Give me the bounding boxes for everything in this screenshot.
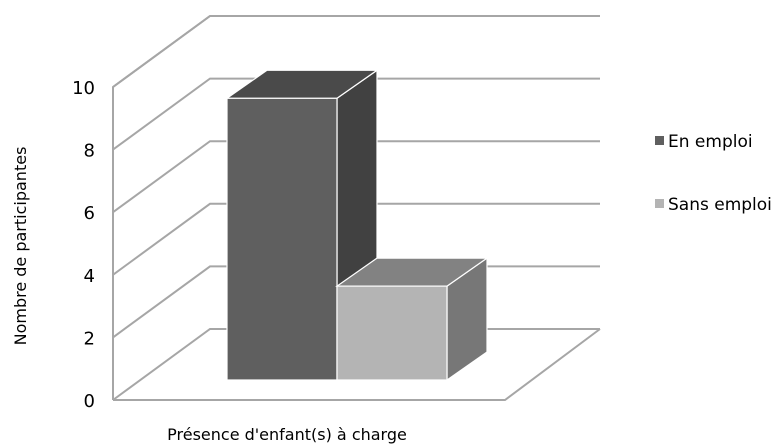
bar-en-emploi bbox=[225, 69, 379, 382]
gridline bbox=[112, 140, 600, 214]
gridline bbox=[112, 15, 600, 88]
chart-bars bbox=[225, 69, 489, 382]
y-axis-title: Nombre de participantes bbox=[11, 147, 30, 346]
y-tick-label: 10 bbox=[72, 78, 95, 99]
y-axis-ticks: 0 2 4 6 8 10 bbox=[72, 78, 95, 412]
legend-swatch-sans-emploi bbox=[655, 199, 664, 208]
gridline bbox=[112, 202, 600, 276]
chart-floor-edge bbox=[113, 328, 601, 401]
x-axis-title: Présence d'enfant(s) à charge bbox=[167, 425, 407, 444]
gridline bbox=[112, 77, 600, 151]
chart-legend: En emploi Sans emploi bbox=[655, 132, 772, 215]
legend-label-sans-emploi: Sans emploi bbox=[668, 195, 772, 215]
y-tick-label: 2 bbox=[84, 328, 95, 349]
bar-front bbox=[226, 97, 338, 381]
bar-front bbox=[336, 285, 448, 381]
y-tick-label: 8 bbox=[84, 141, 95, 162]
legend-label-en-emploi: En emploi bbox=[668, 132, 753, 152]
y-tick-label: 6 bbox=[84, 203, 95, 224]
chart-left-wall bbox=[112, 15, 211, 400]
legend-swatch-en-emploi bbox=[655, 136, 664, 145]
y-tick-label: 4 bbox=[84, 266, 95, 287]
y-tick-label: 0 bbox=[84, 391, 95, 412]
chart-grid bbox=[112, 15, 601, 401]
bar-sans-emploi bbox=[335, 256, 489, 382]
